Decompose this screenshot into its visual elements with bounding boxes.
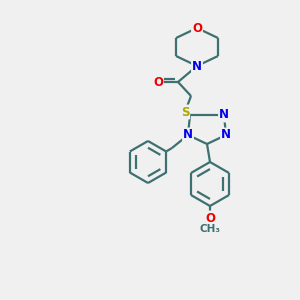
Text: N: N — [192, 59, 202, 73]
Text: O: O — [153, 76, 163, 88]
Text: O: O — [192, 22, 202, 34]
Text: N: N — [219, 109, 229, 122]
Text: N: N — [183, 128, 193, 142]
Text: CH₃: CH₃ — [200, 224, 220, 234]
Text: O: O — [205, 212, 215, 224]
Text: N: N — [221, 128, 231, 142]
Text: S: S — [181, 106, 189, 118]
